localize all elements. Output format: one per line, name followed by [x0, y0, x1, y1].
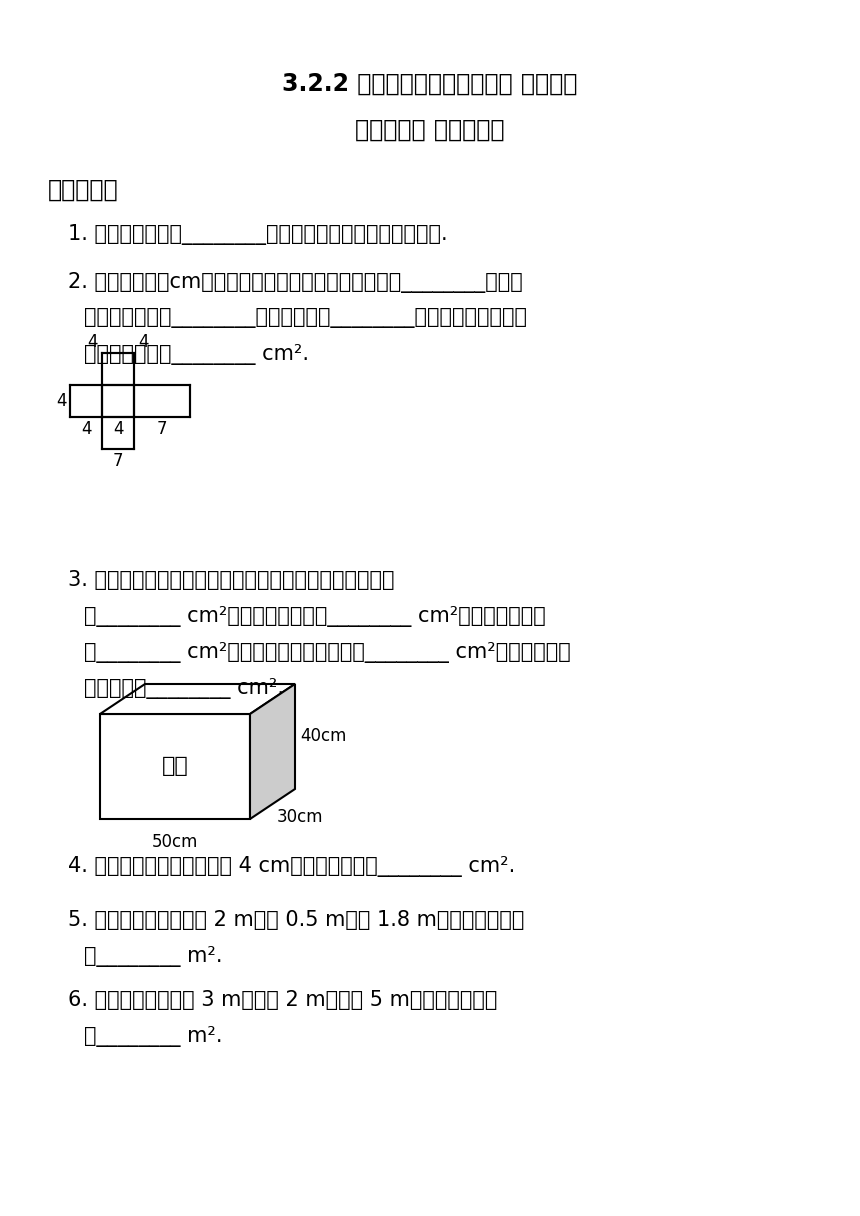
Text: 一、填空题: 一、填空题 [48, 178, 119, 202]
Text: 6. 一个长方体的长为 3 m，宽为 2 m，高为 5 m，则它的表面积: 6. 一个长方体的长为 3 m，宽为 2 m，高为 5 m，则它的表面积 [68, 990, 497, 1010]
Text: 图形的表面积是________ cm².: 图形的表面积是________ cm². [84, 344, 309, 365]
Text: 5. 一个长方体书柜，长 2 m，宽 0.5 m，高 1.8 m．它的占地面积: 5. 一个长方体书柜，长 2 m，宽 0.5 m，高 1.8 m．它的占地面积 [68, 910, 525, 930]
Text: 4. 一个正方体纸盒的棱长是 4 cm，它的表面积是________ cm².: 4. 一个正方体纸盒的棱长是 4 cm，它的表面积是________ cm². [68, 856, 515, 877]
Text: 7: 7 [157, 420, 167, 438]
Text: 3. 如图所示是一个长方体状的牛奶包装箱．正前面的面积: 3. 如图所示是一个长方体状的牛奶包装箱．正前面的面积 [68, 570, 395, 590]
Text: 的表面积是________ cm².: 的表面积是________ cm². [84, 679, 284, 699]
Text: 4: 4 [57, 392, 67, 410]
Text: 4: 4 [88, 333, 98, 351]
Text: 1. 长方体或正方体________个面的总面积，叫做它的表面积.: 1. 长方体或正方体________个面的总面积，叫做它的表面积. [68, 224, 447, 244]
Polygon shape [100, 714, 250, 820]
Text: 4: 4 [113, 420, 123, 438]
Text: 是________ cm²；右侧面的面积是________ cm²；正下面的面积: 是________ cm²；右侧面的面积是________ cm²；正下面的面积 [84, 606, 546, 627]
Text: 2. 如图（单位：cm），这个展开图沿虚线可以折成一个________，折成: 2. 如图（单位：cm），这个展开图沿虚线可以折成一个________，折成 [68, 272, 523, 293]
Text: 3.2.2 长方体和正方体的表面积 同步练习: 3.2.2 长方体和正方体的表面积 同步练习 [282, 72, 578, 96]
Text: 牛奶: 牛奶 [162, 756, 188, 776]
Text: 30cm: 30cm [277, 807, 323, 826]
Text: 为________ m².: 为________ m². [84, 1026, 223, 1047]
Polygon shape [100, 683, 295, 714]
Text: 4: 4 [138, 333, 149, 351]
Polygon shape [250, 683, 295, 820]
Text: 的立体图形中有________个长方形，有________个正方形，这个立体: 的立体图形中有________个长方形，有________个正方形，这个立体 [84, 308, 527, 328]
Text: 是________ m².: 是________ m². [84, 946, 223, 967]
Text: 4: 4 [81, 420, 91, 438]
Text: 7: 7 [113, 452, 123, 471]
Text: 是________ cm²；这三个面的面积之和是________ cm²；这个包装箱: 是________ cm²；这三个面的面积之和是________ cm²；这个包… [84, 642, 571, 663]
Text: 人教版数学 五年级下册: 人教版数学 五年级下册 [355, 118, 505, 142]
Text: 40cm: 40cm [300, 727, 347, 745]
Text: 50cm: 50cm [152, 833, 198, 851]
